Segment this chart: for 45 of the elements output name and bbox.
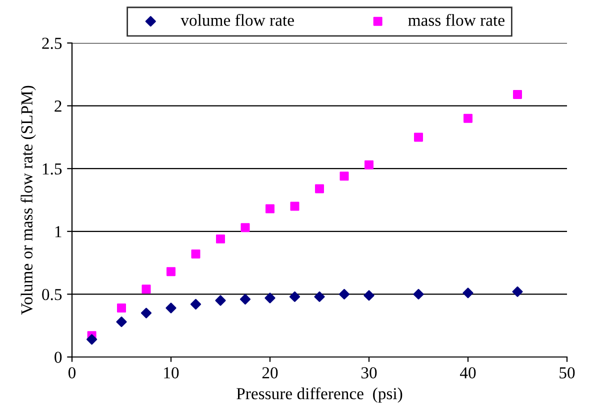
y-tick-label: 0 <box>54 352 62 363</box>
x-tick-label: 20 <box>262 367 278 378</box>
x-tick-label: 50 <box>560 367 575 378</box>
point <box>240 294 251 305</box>
x-axis-title: Pressure difference (psi) <box>236 387 402 403</box>
point <box>364 290 374 301</box>
y-tick-label: 2.5 <box>42 38 62 50</box>
point <box>364 160 374 170</box>
point <box>142 284 151 294</box>
point <box>140 308 152 318</box>
point <box>513 90 522 99</box>
y-tick-label: 1.5 <box>42 163 62 175</box>
point <box>166 267 176 276</box>
point <box>464 114 472 123</box>
point <box>512 286 523 297</box>
y-axis-title: Volume or mass flow rate (SLPM) <box>20 86 36 315</box>
x-tick-label: 0 <box>68 367 76 378</box>
x-tick-label: 10 <box>164 367 179 378</box>
point <box>414 132 423 142</box>
point <box>190 298 202 310</box>
y-tick-label: 2 <box>54 100 62 112</box>
point <box>314 291 325 302</box>
point <box>117 304 126 313</box>
point <box>116 316 127 328</box>
point <box>289 291 300 302</box>
point <box>215 295 226 306</box>
point <box>290 202 300 211</box>
legend-label: volume flow rate <box>180 14 294 26</box>
point <box>86 334 98 345</box>
point <box>216 234 225 244</box>
point <box>413 288 424 300</box>
legend-label: mass flow rate <box>408 14 504 26</box>
point <box>462 288 474 298</box>
point <box>338 288 350 300</box>
point <box>191 250 200 259</box>
y-tick-label: 0.5 <box>42 288 62 300</box>
point <box>264 292 276 304</box>
point <box>166 302 176 314</box>
point <box>266 204 274 214</box>
y-tick-label: 1 <box>55 226 62 238</box>
point <box>315 184 324 194</box>
x-tick-label: 30 <box>361 367 377 378</box>
point <box>240 223 250 232</box>
point <box>340 172 349 181</box>
x-tick-label: 40 <box>460 367 476 378</box>
